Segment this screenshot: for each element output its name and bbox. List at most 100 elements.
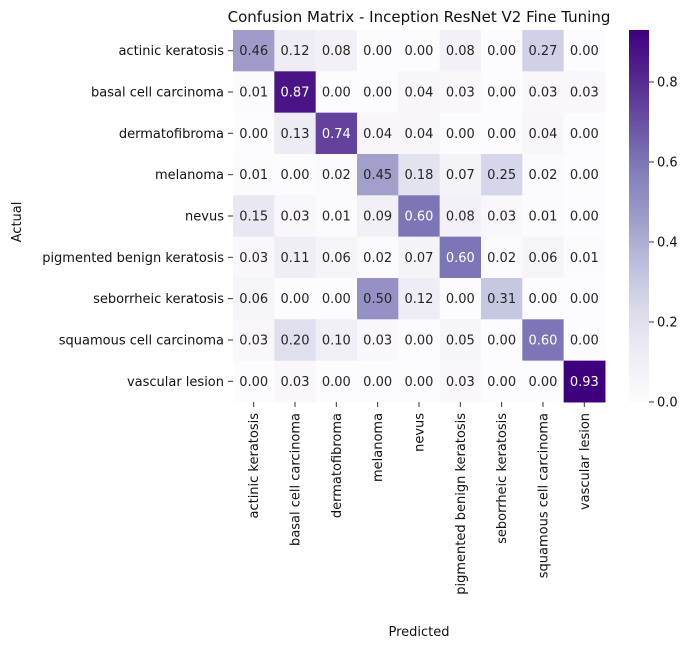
- heatmap-cell: [274, 319, 317, 362]
- cell-value-label: 0.03: [363, 333, 392, 348]
- heatmap-cell: [356, 319, 399, 362]
- heatmap-cell: [439, 360, 482, 403]
- cell-value-label: 0.60: [446, 251, 475, 266]
- cell-value-label: 0.00: [570, 44, 599, 59]
- heatmap-cell: [522, 195, 565, 238]
- heatmap-cell: [315, 195, 358, 238]
- cell-value-label: 0.07: [446, 168, 475, 183]
- heatmap-cell: [315, 30, 358, 72]
- heatmap-cell: [274, 112, 317, 155]
- y-tick-label: basal cell carcinoma: [91, 85, 224, 100]
- x-tick-label: squamous cell carcinoma: [536, 413, 551, 578]
- cell-value-label: 0.02: [528, 168, 557, 183]
- heatmap-cell: [274, 236, 317, 279]
- heatmap-cell: [274, 71, 317, 114]
- heatmap-cell: [356, 153, 399, 196]
- x-tick-label: basal cell carcinoma: [288, 413, 303, 546]
- heatmap-cell: [398, 153, 441, 196]
- cell-value-label: 0.00: [570, 127, 599, 142]
- x-axis-label: Predicted: [388, 625, 449, 640]
- y-tick-label: squamous cell carcinoma: [59, 333, 224, 348]
- cell-value-label: 0.60: [528, 333, 557, 348]
- heatmap-cell: [398, 112, 441, 155]
- heatmap-cell: [563, 236, 606, 279]
- heatmap-cell: [274, 360, 317, 403]
- cell-value-label: 0.00: [363, 85, 392, 100]
- cell-value-label: 0.03: [446, 85, 475, 100]
- cell-value-label: 0.00: [322, 375, 351, 390]
- heatmap-cell: [480, 71, 523, 114]
- cell-value-label: 0.06: [322, 251, 351, 266]
- cell-value-label: 0.02: [363, 251, 392, 266]
- cell-value-label: 0.04: [528, 127, 557, 142]
- cell-value-label: 0.12: [281, 44, 310, 59]
- heatmap-cell: [522, 30, 565, 72]
- heatmap-cell: [563, 319, 606, 362]
- heatmap-cell: [274, 153, 317, 196]
- cell-value-label: 0.87: [281, 85, 310, 100]
- colorbar-tick-label: 0.0: [657, 395, 678, 410]
- cell-value-label: 0.04: [405, 85, 434, 100]
- y-tick-label: actinic keratosis: [118, 44, 224, 59]
- cell-value-label: 0.03: [528, 85, 557, 100]
- heatmap-cell: [480, 360, 523, 403]
- heatmap-cell: [439, 195, 482, 238]
- heatmap-cell: [356, 195, 399, 238]
- cell-value-label: 0.74: [322, 127, 351, 142]
- cell-value-label: 0.01: [239, 85, 268, 100]
- heatmap-cell: [563, 277, 606, 320]
- heatmap-cell: [480, 30, 523, 72]
- cell-value-label: 0.00: [487, 44, 516, 59]
- y-tick-label: vascular lesion: [127, 375, 224, 390]
- cell-value-label: 0.00: [528, 292, 557, 307]
- heatmap-cell: [315, 319, 358, 362]
- heatmap-cell: [315, 71, 358, 114]
- heatmap-cell: [233, 71, 275, 114]
- heatmap-cell: [315, 112, 358, 155]
- y-tick-label: pigmented benign keratosis: [42, 251, 224, 266]
- x-tick-label: nevus: [412, 413, 427, 452]
- colorbar-tick-label: 0.4: [657, 235, 678, 250]
- cell-value-label: 0.00: [405, 333, 434, 348]
- colorbar: [629, 30, 649, 402]
- cell-value-label: 0.00: [487, 375, 516, 390]
- x-tick-label: pigmented benign keratosis: [454, 413, 469, 595]
- cell-value-label: 0.03: [446, 375, 475, 390]
- cell-value-label: 0.18: [405, 168, 434, 183]
- y-tick-label: seborrheic keratosis: [93, 292, 224, 307]
- cell-value-label: 0.00: [405, 375, 434, 390]
- heatmap-cell: [439, 153, 482, 196]
- cell-value-label: 0.00: [322, 292, 351, 307]
- cell-value-label: 0.50: [363, 292, 392, 307]
- x-tick-label: actinic keratosis: [247, 413, 262, 519]
- cell-value-label: 0.13: [281, 127, 310, 142]
- heatmap-cell: [356, 30, 399, 72]
- cell-value-label: 0.00: [570, 209, 599, 224]
- heatmap-cell: [233, 153, 275, 196]
- cell-value-label: 0.00: [570, 292, 599, 307]
- cell-value-label: 0.25: [487, 168, 516, 183]
- y-tick-label: nevus: [185, 209, 224, 224]
- heatmap-cell: [522, 153, 565, 196]
- heatmap-cell: [563, 360, 606, 403]
- heatmap-cell: [315, 360, 358, 403]
- cell-value-label: 0.08: [446, 44, 475, 59]
- heatmap-cell: [356, 112, 399, 155]
- heatmap-cell: [233, 30, 275, 72]
- cell-value-label: 0.01: [570, 251, 599, 266]
- heatmap-cell: [522, 319, 565, 362]
- cell-value-label: 0.01: [239, 168, 268, 183]
- cell-value-label: 0.03: [239, 333, 268, 348]
- cell-value-label: 0.00: [570, 333, 599, 348]
- heatmap-cell: [398, 30, 441, 72]
- heatmap-cell: [563, 71, 606, 114]
- heatmap-cell: [480, 277, 523, 320]
- colorbar-tick-label: 0.8: [657, 75, 678, 90]
- cell-value-label: 0.20: [281, 333, 310, 348]
- heatmap-cell: [315, 236, 358, 279]
- heatmap-cell: [274, 195, 317, 238]
- heatmap-cell: [522, 360, 565, 403]
- cell-value-label: 0.08: [322, 44, 351, 59]
- heatmap-cell: [233, 277, 275, 320]
- colorbar-axis: 0.0 0.2 0.4 0.6 0.8: [649, 75, 678, 410]
